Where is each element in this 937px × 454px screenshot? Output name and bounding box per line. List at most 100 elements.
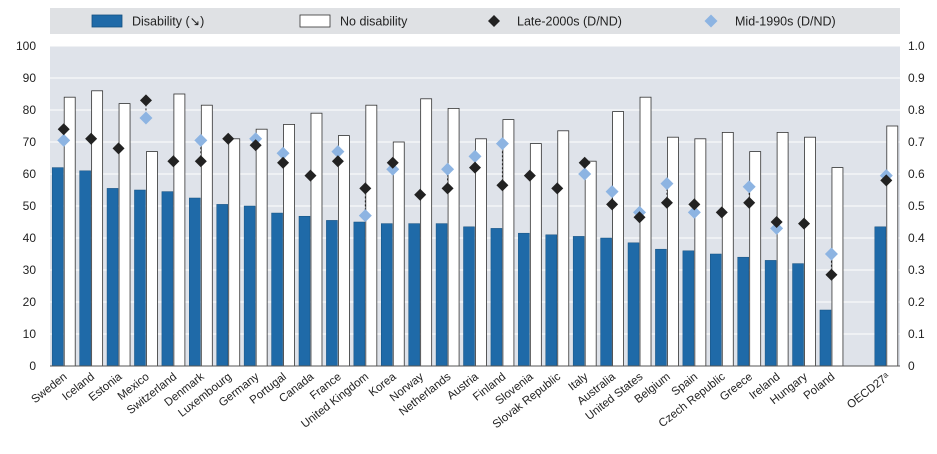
marker-late-2000s xyxy=(715,206,728,219)
markers xyxy=(57,94,893,281)
bar-no-disability xyxy=(392,141,405,367)
marker-mid-1990s xyxy=(660,177,674,191)
legend-swatch-disability xyxy=(91,14,123,28)
marker-late-2000s xyxy=(633,211,646,224)
bar-no-disability xyxy=(173,93,186,367)
bar-no-disability xyxy=(804,136,816,367)
marker-mid-1990s xyxy=(331,145,345,159)
bar-disability xyxy=(298,215,311,367)
marker-mid-1990s xyxy=(358,209,372,223)
category-label: Poland xyxy=(802,371,838,403)
marker-mid-1990s xyxy=(276,146,290,160)
bar-no-disability xyxy=(255,128,268,367)
marker-mid-1990s xyxy=(386,162,400,176)
bar-no-disability xyxy=(420,98,433,367)
bar-disability xyxy=(490,228,503,367)
marker-late-2000s xyxy=(194,155,207,168)
bar-no-disability xyxy=(584,160,597,367)
bar-no-disability xyxy=(694,138,707,367)
marker-mid-1990s xyxy=(139,111,153,125)
marker-mid-1990s xyxy=(495,137,509,151)
bar-no-disability xyxy=(146,151,158,367)
legend: Disability (↘) No disability Late-2000s (D… xyxy=(91,14,836,29)
bar-disability xyxy=(655,248,667,367)
bar-no-disability xyxy=(886,125,899,367)
bar-disability xyxy=(189,197,201,367)
legend-label-late-2000s: Late-2000s (D/ND) xyxy=(517,15,622,29)
bar-disability xyxy=(161,191,174,367)
marker-late-2000s xyxy=(880,174,893,187)
bar-no-disability xyxy=(639,96,652,367)
marker-late-2000s xyxy=(798,217,811,230)
marker-late-2000s xyxy=(249,139,262,152)
marker-mid-1990s xyxy=(770,221,784,235)
marker-mid-1990s xyxy=(605,185,619,199)
legend-marker-mid-1990s xyxy=(704,14,718,28)
marker-late-2000s xyxy=(386,156,399,169)
marker-mid-1990s xyxy=(57,133,71,147)
marker-late-2000s xyxy=(469,161,481,174)
marker-late-2000s xyxy=(85,132,98,145)
bar-no-disability xyxy=(667,136,679,367)
bar-disability xyxy=(106,188,119,367)
marker-mid-1990s xyxy=(824,247,838,261)
marker-mid-1990s xyxy=(687,205,701,219)
bar-disability xyxy=(435,223,448,367)
y-tick-label: 90 xyxy=(23,71,37,85)
bars xyxy=(51,90,899,367)
marker-late-2000s xyxy=(167,155,180,168)
y-tick-label: 40 xyxy=(23,231,37,245)
marker-late-2000s xyxy=(277,156,290,169)
bar-disability xyxy=(271,212,283,367)
bar-no-disability xyxy=(365,104,378,367)
bar-no-disability xyxy=(338,135,350,367)
y-tick-label: 0 xyxy=(29,359,36,373)
marker-late-2000s xyxy=(112,142,125,155)
bar-disability xyxy=(764,260,777,367)
bar-disability xyxy=(326,220,338,367)
bar-disability xyxy=(518,232,530,367)
bar-disability xyxy=(710,253,722,367)
marker-late-2000s xyxy=(606,198,619,211)
bar-disability xyxy=(134,189,146,367)
marker-mid-1990s xyxy=(578,167,592,181)
bar-disability xyxy=(627,242,640,367)
bar-no-disability xyxy=(447,108,460,367)
bar-disability xyxy=(243,205,256,367)
y-tick-label: 30 xyxy=(23,263,37,277)
bar-no-disability xyxy=(721,131,734,367)
marker-late-2000s xyxy=(304,169,317,182)
y-tick-label: 80 xyxy=(23,103,37,117)
y-axis-right: 0 0.1 0.2 0.3 0.4 0.5 0.6 0.7 0.8 0.9 1.0 xyxy=(908,39,925,373)
bar-no-disability xyxy=(776,131,789,367)
y-tick-label: 20 xyxy=(23,295,37,309)
y-tick-label: 50 xyxy=(23,199,37,213)
bar-disability xyxy=(682,250,695,367)
marker-mid-1990s xyxy=(194,133,208,147)
bar-disability xyxy=(792,263,804,367)
category-label: Sweden xyxy=(29,371,69,406)
bar-disability xyxy=(51,167,64,367)
bar-disability xyxy=(819,309,832,367)
bar-no-disability xyxy=(557,130,570,367)
y-tick-label: 10 xyxy=(23,327,37,341)
bar-disability xyxy=(408,223,420,367)
y2-tick-label: 0.1 xyxy=(908,327,925,341)
marker-late-2000s xyxy=(770,216,783,228)
marker-late-2000s xyxy=(688,198,701,211)
marker-late-2000s xyxy=(139,94,152,107)
y2-tick-label: 0.4 xyxy=(908,231,925,245)
bar-disability xyxy=(216,204,228,367)
bar-no-disability xyxy=(831,167,844,367)
marker-late-2000s xyxy=(523,169,536,182)
y-axis-left: 0 10 20 30 40 50 60 70 80 90 100 xyxy=(16,39,36,373)
x-axis-categories: SwedenIcelandEstoniaMexicoSwitzerlandDen… xyxy=(29,370,892,431)
legend-label-mid-1990s: Mid-1990s (D/ND) xyxy=(735,15,836,29)
marker-late-2000s xyxy=(578,156,591,169)
y2-tick-label: 0.5 xyxy=(908,199,925,213)
marker-mid-1990s xyxy=(742,180,756,194)
y2-tick-label: 0.8 xyxy=(908,103,925,117)
bar-no-disability xyxy=(91,90,104,367)
bar-no-disability xyxy=(612,111,624,367)
